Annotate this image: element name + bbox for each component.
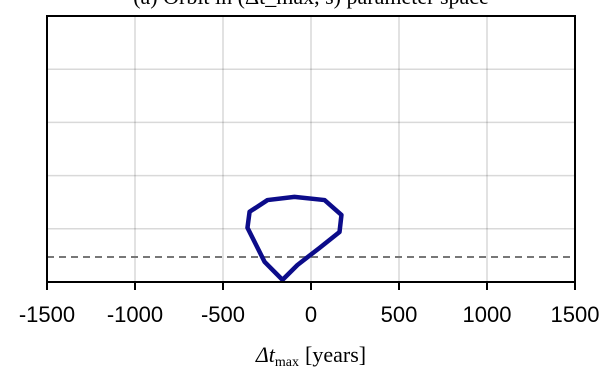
chart-title: (a) Orbit in (Δt_max, s) parameter space <box>133 0 489 9</box>
series-line <box>245 194 344 283</box>
plot-frame <box>46 15 576 283</box>
x-tick-label: -1000 <box>107 302 163 327</box>
x-tick-label: 1000 <box>463 302 512 327</box>
x-tick-label: 1500 <box>551 302 600 327</box>
x-label-unit: [years] <box>305 342 366 367</box>
x-label-subscript: max <box>275 355 299 370</box>
x-axis-label: Δtmax [years] <box>255 342 366 370</box>
x-label-symbol: Δt <box>255 342 276 367</box>
x-tick-label: -1500 <box>19 302 75 327</box>
x-tick-label: -500 <box>201 302 245 327</box>
x-tick-label: 500 <box>381 302 418 327</box>
x-tick-label: 0 <box>305 302 317 327</box>
